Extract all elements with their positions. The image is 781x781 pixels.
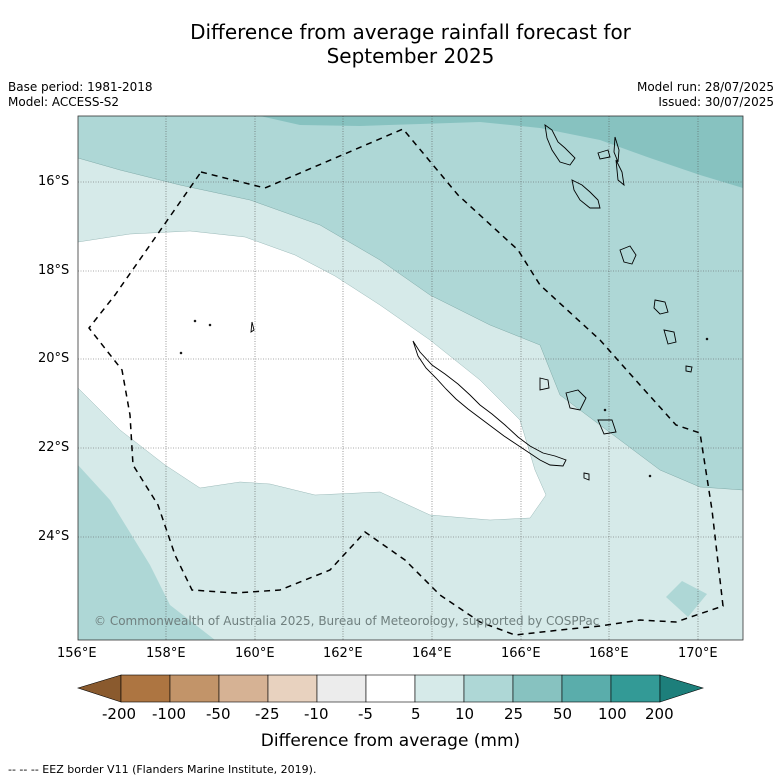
region-10-25-patch xyxy=(666,581,707,617)
colorbar-bin xyxy=(120,674,171,703)
map-fill-layer xyxy=(78,116,743,640)
lifou-island xyxy=(565,389,587,411)
title-line-2: September 2025 xyxy=(326,44,495,68)
chart-title: Difference from average rainfall forecas… xyxy=(0,20,781,68)
lon-tick-label: 170°E xyxy=(678,646,718,661)
colorbar-bin xyxy=(610,674,661,703)
colorbar-tick: -10 xyxy=(304,705,329,723)
colorbar-tick: -50 xyxy=(206,705,231,723)
colorbar-bin xyxy=(218,674,269,703)
lat-tick-label: 18°S xyxy=(38,263,70,278)
lon-tick-label: 166°E xyxy=(501,646,541,661)
lat-tick-label: 22°S xyxy=(38,440,70,455)
colorbar-tick: 5 xyxy=(411,705,421,723)
colorbar-bin xyxy=(463,674,514,703)
colorbar-tick: -25 xyxy=(255,705,280,723)
colorbar-tick: 10 xyxy=(455,705,475,723)
model-name: Model: ACCESS-S2 xyxy=(8,95,120,109)
region-10-25-southwest xyxy=(78,465,215,640)
lon-tick-label: 160°E xyxy=(235,646,275,661)
region-25-50 xyxy=(260,116,743,188)
ouvea-island xyxy=(539,377,550,391)
title-line-1: Difference from average rainfall forecas… xyxy=(190,20,631,44)
small-islet-2 xyxy=(685,365,693,373)
colorbar-extend-low xyxy=(76,674,122,703)
colorbar xyxy=(76,674,705,703)
loyalty-island-2 xyxy=(663,329,677,345)
meta-left: Base period: 1981-2018 Model: ACCESS-S2 xyxy=(8,80,153,110)
issued-date: Issued: 30/07/2025 xyxy=(658,95,774,109)
copyright-notice: © Commonwealth of Australia 2025, Bureau… xyxy=(94,614,600,628)
vanuatu-tanna xyxy=(619,245,637,265)
vanuatu-small xyxy=(597,149,611,160)
colorbar-title: Difference from average (mm) xyxy=(260,731,521,751)
lon-tick-label: 168°E xyxy=(589,646,629,661)
vanuatu-central xyxy=(571,179,601,209)
colorbar-bin xyxy=(512,674,563,703)
vanuatu-pentecost xyxy=(615,159,625,187)
new-caledonia xyxy=(412,340,567,467)
base-period: Base period: 1981-2018 xyxy=(8,80,153,94)
colorbar-bin xyxy=(561,674,612,703)
meta-right: Model run: 28/07/2025 Issued: 30/07/2025 xyxy=(637,80,774,110)
colorbar-tick: -100 xyxy=(152,705,187,723)
colorbar-extend-high xyxy=(659,674,705,703)
graticule xyxy=(78,116,743,640)
lon-tick-label: 162°E xyxy=(323,646,363,661)
loyalty-island-1 xyxy=(653,299,669,315)
colorbar-bin xyxy=(414,674,465,703)
colorbar-bin xyxy=(316,674,367,703)
lat-tick-label: 24°S xyxy=(38,529,70,544)
colorbar-tick: -200 xyxy=(102,705,137,723)
lon-tick-label: 164°E xyxy=(412,646,452,661)
colorbar-tick: 50 xyxy=(553,705,573,723)
lat-tick-label: 16°S xyxy=(38,174,70,189)
colorbar-tick: -5 xyxy=(358,705,373,723)
colorbar-tick: 25 xyxy=(504,705,524,723)
vanuatu-maewo xyxy=(613,136,620,163)
eez-footnote: -- -- -- EEZ border V11 (Flanders Marine… xyxy=(8,763,317,776)
colorbar-bin xyxy=(267,674,318,703)
chesterfield-islet xyxy=(250,321,255,333)
map-frame xyxy=(77,115,744,641)
colorbar-tick: 200 xyxy=(645,705,674,723)
coastlines xyxy=(179,124,709,481)
mare-island xyxy=(597,419,617,435)
small-islet xyxy=(583,472,590,481)
vanuatu-north xyxy=(544,124,576,166)
lon-tick-label: 158°E xyxy=(146,646,186,661)
lon-tick-label: 156°E xyxy=(57,646,97,661)
colorbar-bin xyxy=(365,674,416,703)
eez-border xyxy=(88,128,724,636)
model-run: Model run: 28/07/2025 xyxy=(636,80,774,94)
region-10-25-north xyxy=(78,116,743,490)
lat-tick-label: 20°S xyxy=(38,351,70,366)
colorbar-bin xyxy=(169,674,220,703)
colorbar-tick: 100 xyxy=(598,705,627,723)
